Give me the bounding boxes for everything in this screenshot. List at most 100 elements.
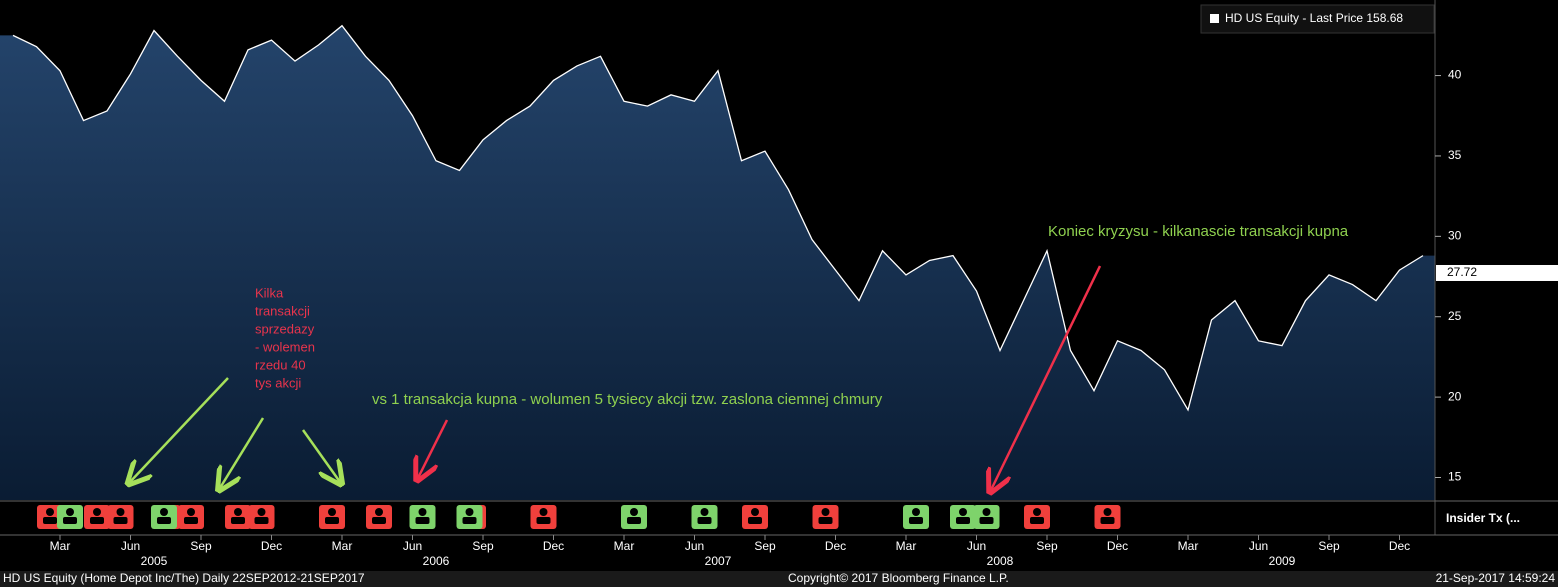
footer-left: HD US Equity (Home Depot Inc/The) Daily … <box>3 571 365 585</box>
y-tick-label: 15 <box>1448 470 1462 484</box>
x-tick-label: Mar <box>1178 539 1199 553</box>
icon-head <box>751 508 759 516</box>
icon-torso <box>254 517 269 524</box>
annotation: sprzedazy <box>255 321 315 336</box>
icon-torso <box>748 517 762 524</box>
icon-head <box>328 508 336 516</box>
arrows <box>130 265 1102 490</box>
x-tick-label: Mar <box>614 539 635 553</box>
x-tick-label: Mar <box>896 539 917 553</box>
x-tick-label: Sep <box>754 539 776 553</box>
icon-torso <box>231 517 245 524</box>
icon-torso <box>90 517 104 524</box>
icon-head <box>982 508 991 516</box>
y-tick-label: 35 <box>1448 148 1462 162</box>
year-label: 2007 <box>705 554 732 568</box>
legend-label: HD US Equity - Last Price 158.68 <box>1225 11 1403 25</box>
arrow <box>991 265 1102 490</box>
icon-torso <box>325 517 339 524</box>
insider-sell-icon <box>812 505 839 529</box>
x-tick-label: Jun <box>967 539 986 553</box>
insider-buy-icon <box>903 505 929 529</box>
icon-torso <box>1030 517 1044 524</box>
icon-torso <box>63 517 77 524</box>
icon-head <box>418 508 427 516</box>
icon-head <box>539 508 548 516</box>
icon-torso <box>627 517 641 524</box>
year-label: 2009 <box>1269 554 1296 568</box>
x-tick-label: Sep <box>1036 539 1058 553</box>
insider-sell-icon <box>530 505 557 529</box>
x-tick-label: Jun <box>685 539 704 553</box>
y-tick-label: 40 <box>1448 68 1462 82</box>
icon-head <box>912 508 920 516</box>
icon-head <box>46 508 54 516</box>
icon-head <box>375 508 383 516</box>
legend-box <box>1200 4 1435 34</box>
insider-buy-icon <box>950 505 976 529</box>
y-tick-label: 25 <box>1448 309 1462 323</box>
last-value-box <box>1436 264 1558 281</box>
y-tick-label: 30 <box>1448 229 1462 243</box>
insider-buy-icon <box>409 505 436 529</box>
x-tick-label: Dec <box>1389 539 1410 553</box>
annotation: tys akcji <box>255 375 301 390</box>
insider-buy-icon <box>691 505 718 529</box>
insider-sell-icon <box>1094 505 1121 529</box>
insider-label: Insider Tx (... <box>1446 511 1520 525</box>
icon-head <box>160 508 168 516</box>
annotation: - wolemen <box>255 339 315 354</box>
icon-head <box>257 508 266 516</box>
x-tick-label: Jun <box>1249 539 1268 553</box>
arrow <box>220 417 265 488</box>
annotation: Kilka <box>255 285 284 300</box>
footer-center: Copyright© 2017 Bloomberg Finance L.P. <box>788 571 1009 585</box>
legend-swatch <box>1210 14 1219 23</box>
insider-sell-icon <box>1024 505 1050 529</box>
icon-torso <box>956 517 970 524</box>
icon-head <box>187 508 195 516</box>
icon-head <box>234 508 242 516</box>
icon-torso <box>43 517 57 524</box>
x-tick-label: Sep <box>472 539 494 553</box>
insider-sell-icon <box>107 505 134 529</box>
insider-label-box <box>1437 503 1558 534</box>
footer-right: 21-Sep-2017 14:59:24 <box>1436 571 1556 585</box>
year-label: 2006 <box>423 554 450 568</box>
annotation: Koniec kryzysu - kilkanascie transakcji … <box>1048 223 1349 240</box>
icon-torso <box>818 517 833 524</box>
x-tick-label: Dec <box>261 539 282 553</box>
insider-sell-icon <box>225 505 251 529</box>
x-tick-label: Dec <box>543 539 564 553</box>
icon-head <box>1033 508 1041 516</box>
icon-torso <box>909 517 923 524</box>
insider-buy-icon <box>973 505 1000 529</box>
footer-bar <box>0 571 1558 587</box>
annotation: rzedu 40 <box>255 357 306 372</box>
icon-torso <box>979 517 994 524</box>
insider-buy-icon <box>151 505 177 529</box>
area <box>0 25 1435 500</box>
icon-torso <box>415 517 430 524</box>
x-tick-label: Sep <box>190 539 212 553</box>
icon-head <box>821 508 830 516</box>
icon-torso <box>1100 517 1115 524</box>
arrow <box>418 419 449 478</box>
insider-buy-icon <box>621 505 647 529</box>
x-tick-label: Jun <box>121 539 140 553</box>
icon-torso <box>697 517 712 524</box>
icon-torso <box>536 517 551 524</box>
year-label: 2005 <box>141 554 168 568</box>
icon-head <box>66 508 74 516</box>
icon-head <box>465 508 474 516</box>
arrow <box>301 429 340 482</box>
icon-head <box>700 508 709 516</box>
price-line <box>12 24 1424 412</box>
insider-sell-icon <box>319 505 345 529</box>
insider-sell-icon <box>366 505 392 529</box>
insider-sell-icon <box>37 505 63 529</box>
icon-torso <box>157 517 171 524</box>
x-tick-label: Mar <box>332 539 353 553</box>
insider-buy-icon <box>57 505 83 529</box>
